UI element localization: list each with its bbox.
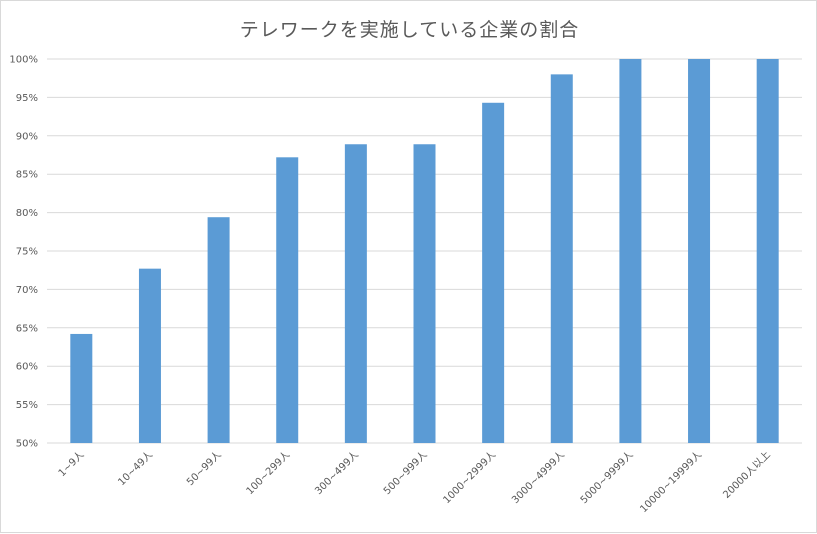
bar — [70, 333, 93, 443]
bar — [138, 268, 161, 443]
y-tick-label: 95% — [16, 93, 38, 104]
y-tick-label: 80% — [16, 208, 38, 219]
bar — [756, 59, 779, 443]
y-tick-label: 50% — [16, 439, 38, 450]
x-tick-label: 3000~4999人 — [509, 449, 566, 506]
y-tick-label: 55% — [16, 400, 38, 411]
bar — [344, 144, 367, 444]
x-tick-label: 10000~19999人 — [638, 449, 704, 515]
y-tick-label: 90% — [16, 131, 38, 142]
x-tick-label: 10~49人 — [116, 449, 155, 488]
y-tick-label: 70% — [16, 285, 38, 296]
bar — [550, 74, 573, 444]
bar — [413, 144, 436, 444]
x-tick-label: 300~499人 — [313, 449, 361, 497]
x-tick-label: 50~99人 — [184, 449, 223, 488]
y-tick-label: 65% — [16, 323, 38, 334]
x-tick-label: 1~9人 — [56, 449, 86, 479]
x-tick-label: 20000人以上 — [721, 449, 773, 501]
x-tick-label: 5000~9999人 — [578, 449, 635, 506]
bar — [482, 102, 505, 443]
bars — [70, 59, 779, 444]
y-tick-label: 75% — [16, 247, 38, 258]
bar — [688, 59, 711, 443]
bar — [207, 217, 230, 443]
chart-title: テレワークを実施している企業の割合 — [239, 19, 580, 41]
x-axis-ticks: 1~9人 10~49人 50~99人 100~299人 300~499人 500~999人… — [56, 449, 773, 515]
x-tick-label: 500~999人 — [381, 449, 429, 497]
y-axis-ticks: 50% 55% 60% 65% 70% 75% 80% 85% 90% 95% 100% — [9, 55, 38, 450]
y-tick-label: 60% — [16, 362, 38, 373]
bar — [276, 157, 299, 443]
y-tick-label: 100% — [9, 55, 38, 66]
bar — [619, 59, 642, 443]
x-tick-label: 100~299人 — [244, 449, 292, 497]
y-tick-label: 85% — [16, 170, 38, 181]
x-tick-label: 1000~2999人 — [441, 449, 498, 506]
